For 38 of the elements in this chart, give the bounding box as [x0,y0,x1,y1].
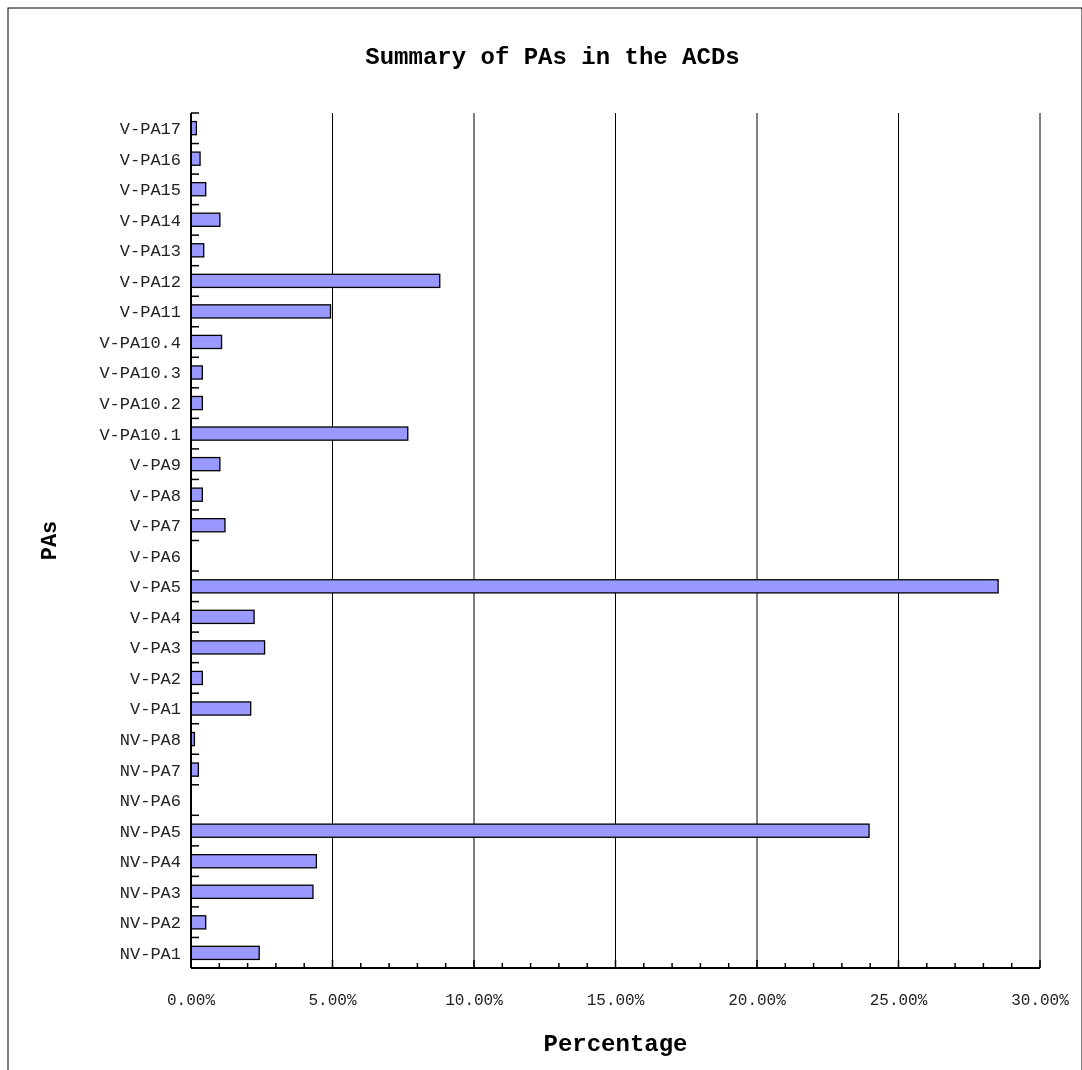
y-tick-label: V-PA7 [129,517,181,537]
y-tick-label: NV-PA7 [119,761,181,781]
y-tick-label: V-PA4 [129,608,181,628]
y-tick-label: V-PA2 [129,669,181,689]
y-tick-label: NV-PA4 [119,853,181,873]
x-tick-label: 20.00% [728,992,787,1010]
x-tick-label: 5.00% [308,992,357,1010]
y-tick-label: V-PA10.1 [99,425,181,445]
y-axis-title: PAs [38,520,63,561]
x-tick-label: 10.00% [445,992,504,1010]
y-tick-label: V-PA8 [129,486,181,506]
y-tick-label: NV-PA1 [119,944,181,964]
y-tick-label: V-PA10.4 [99,333,181,353]
y-tick-label: V-PA14 [119,211,181,231]
y-tick-label: NV-PA3 [119,883,181,903]
x-tick-label: 30.00% [1011,992,1070,1010]
y-tick-label: V-PA10.3 [99,364,181,384]
y-tick-label: V-PA15 [119,181,181,201]
y-tick-label: V-PA17 [119,120,181,140]
y-tick-label: V-PA10.2 [99,394,181,414]
y-tick-label: V-PA5 [129,578,181,598]
y-tick-label: V-PA3 [129,639,181,659]
y-tick-label: NV-PA6 [119,792,181,812]
y-tick-label: V-PA6 [129,547,181,567]
y-tick-label: V-PA12 [119,272,181,292]
y-tick-label: V-PA13 [119,242,181,262]
y-tick-label: NV-PA2 [119,914,181,934]
y-tick-label: NV-PA8 [119,731,181,750]
y-tick-label: V-PA16 [119,150,181,170]
x-tick-label: 15.00% [586,992,645,1010]
y-tick-label: NV-PA5 [119,822,181,842]
x-axis-title: Percentage [543,1031,688,1058]
x-tick-label: 0.00% [166,992,216,1010]
y-tick-label: V-PA11 [119,303,181,323]
chart-title: Summary of PAs in the ACDs [365,44,740,71]
x-tick-label: 25.00% [869,992,928,1010]
y-tick-label: V-PA1 [129,700,181,720]
y-tick-label: V-PA9 [129,456,181,476]
